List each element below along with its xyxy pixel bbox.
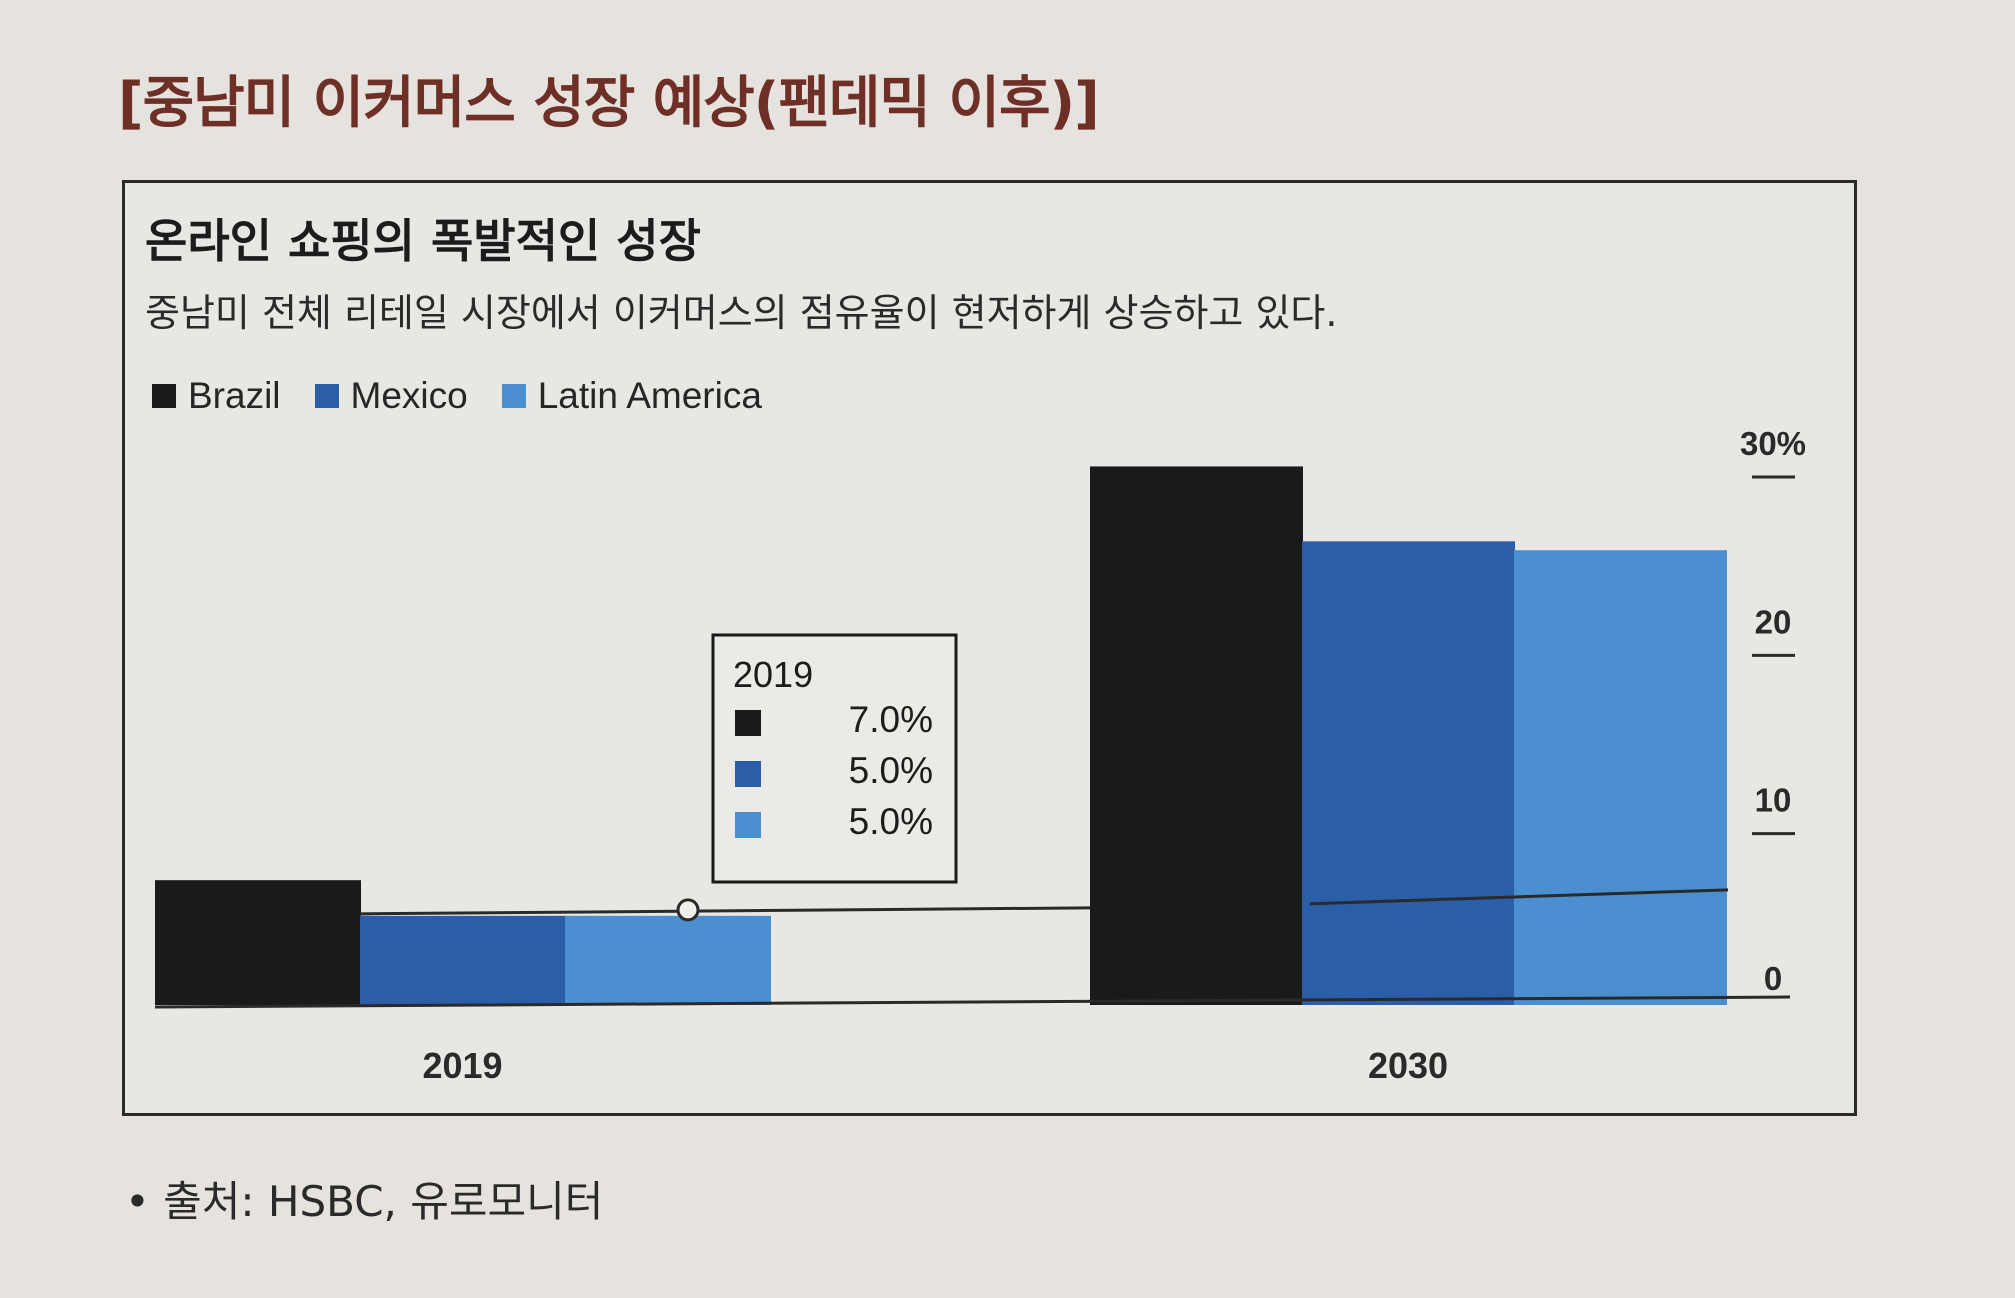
callout-value-latin-america: 5.0% xyxy=(849,801,933,842)
legend-item-latin-america: Latin America xyxy=(501,375,762,417)
chart-title: 온라인 쇼핑의 폭발적인 성장 xyxy=(145,214,701,268)
legend-item-brazil: Brazil xyxy=(152,375,281,417)
callout-swatch-latin-america xyxy=(735,812,761,838)
reference-line-2019 xyxy=(359,906,1091,916)
chart-subtitle: 중남미 전체 리테일 시장에서 이커머스의 점유율이 현저하게 상승하고 있다. xyxy=(145,291,1338,335)
reference-line-2030-segment xyxy=(1309,888,1729,906)
y-tick-label-10: 10 xyxy=(1755,782,1792,819)
source-note: • 출처: HSBC, 유로모니터 xyxy=(125,1177,604,1226)
bar-mexico-2019 xyxy=(360,915,566,1005)
y-tick-label-30: 30% xyxy=(1740,425,1806,462)
callout-box xyxy=(711,633,958,884)
legend-swatch-latin-america xyxy=(501,384,526,408)
legend-label-latin-america: Latin America xyxy=(537,375,762,416)
page-heading: [중남미 이커머스 성장 예상(팬데믹 이후)] xyxy=(118,71,1100,136)
legend-swatch-mexico xyxy=(314,384,339,408)
callout-title: 2019 xyxy=(733,654,813,695)
bar-brazil-2030 xyxy=(1090,466,1303,1005)
bar-latin-america-2030 xyxy=(1514,550,1727,1005)
callout-swatch-brazil xyxy=(735,710,761,736)
bar-mexico-2030 xyxy=(1302,541,1515,1005)
y-tick-label-20: 20 xyxy=(1755,603,1792,640)
legend-item-mexico: Mexico xyxy=(314,375,468,417)
legend-swatch-brazil xyxy=(152,384,176,408)
callout-value-mexico: 5.0% xyxy=(849,750,933,791)
bar-brazil-2019 xyxy=(155,880,361,1005)
x-tick-label-2019: 2019 xyxy=(422,1045,502,1086)
legend-label-brazil: Brazil xyxy=(188,375,281,416)
x-tick-label-2030: 2030 xyxy=(1368,1045,1448,1086)
callout-swatch-mexico xyxy=(735,761,761,787)
reference-point-marker xyxy=(676,898,700,922)
bar-latin-america-2019 xyxy=(565,915,771,1005)
chart-legend: Brazil Mexico Latin America xyxy=(152,375,796,417)
x-axis-baseline xyxy=(154,995,1791,1009)
callout-value-brazil: 7.0% xyxy=(849,699,933,740)
legend-label-mexico: Mexico xyxy=(350,375,468,416)
y-tick-label-0: 0 xyxy=(1764,960,1782,997)
